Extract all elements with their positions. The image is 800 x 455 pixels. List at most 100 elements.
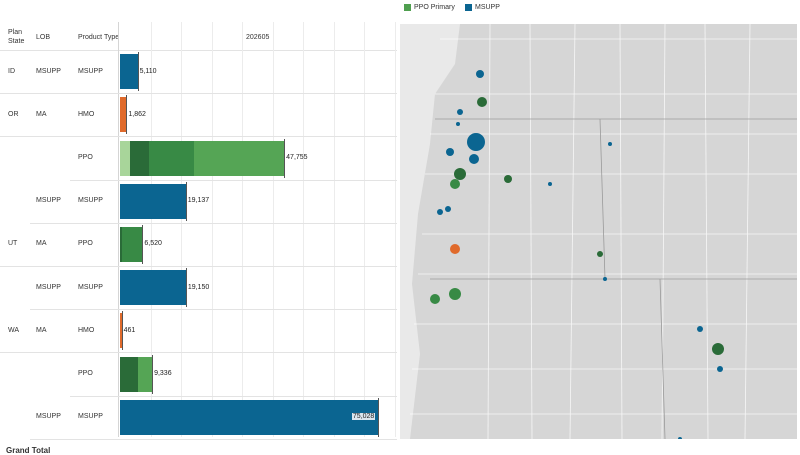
bar-end-tick	[185, 181, 187, 221]
bar-segment[interactable]	[120, 399, 378, 435]
bar-end-tick	[185, 268, 187, 308]
grid-line	[333, 22, 335, 437]
bar-segment[interactable]	[120, 356, 138, 392]
bar-value-label: 6,520	[144, 240, 162, 248]
value-bar[interactable]	[120, 356, 153, 392]
cell-product-type: PPO	[78, 370, 93, 377]
map-legend: PPO Primary MSUPP	[400, 0, 800, 22]
map-point[interactable]	[717, 366, 723, 372]
grid-line	[211, 22, 213, 437]
legend-swatch-msupp	[465, 4, 472, 11]
header-product-type: Product Type	[78, 34, 120, 41]
legend-label-msupp: MSUPP	[475, 4, 500, 11]
bar-segment[interactable]	[122, 226, 143, 262]
grid-line	[150, 22, 152, 437]
row-divider	[0, 266, 397, 267]
cell-product-type: PPO	[78, 154, 93, 161]
bar-segment[interactable]	[120, 97, 127, 133]
bar-end-tick	[377, 397, 379, 437]
map-point[interactable]	[603, 277, 607, 281]
bar-segment[interactable]	[193, 140, 285, 176]
cell-plan-state: OR	[8, 110, 19, 118]
map-point[interactable]	[469, 154, 479, 164]
bar-segment[interactable]	[120, 140, 131, 176]
map-point[interactable]	[697, 326, 703, 332]
map-point[interactable]	[450, 179, 460, 189]
row-divider	[30, 309, 397, 311]
map-point[interactable]	[454, 168, 466, 180]
bar-end-tick	[142, 224, 144, 264]
map-points	[430, 70, 724, 439]
bar-value-label: 461	[123, 326, 136, 334]
row-divider	[0, 93, 397, 95]
map-point[interactable]	[712, 343, 724, 355]
map-point[interactable]	[477, 97, 487, 107]
cell-lob: MA	[36, 326, 47, 334]
value-bar[interactable]	[120, 97, 127, 133]
cell-product-type: MSUPP	[78, 197, 103, 205]
bar-end-tick	[152, 354, 154, 394]
header-plan-state: Plan State	[8, 29, 25, 45]
bar-value-label: 9,336	[154, 370, 172, 377]
cell-lob: MA	[36, 110, 47, 118]
map-point[interactable]	[450, 244, 460, 254]
value-bar[interactable]	[120, 183, 186, 219]
ocean-area	[400, 24, 460, 439]
bar-value-label: 75,028	[351, 413, 376, 421]
map-point[interactable]	[504, 175, 512, 183]
bar-segment[interactable]	[120, 226, 123, 262]
row-divider	[30, 222, 397, 224]
cell-lob: MA	[36, 240, 47, 248]
membership-table: Plan State LOB Product Type 202605 ID MSU…	[0, 0, 397, 455]
cell-lob: MSUPP	[36, 413, 61, 421]
cell-product-type: MSUPP	[78, 67, 103, 75]
region-map[interactable]	[400, 24, 797, 439]
header-lob: LOB	[36, 34, 51, 41]
row-divider	[0, 352, 397, 354]
map-point[interactable]	[548, 182, 552, 186]
value-bar[interactable]	[120, 54, 138, 90]
cell-product-type: MSUPP	[78, 283, 103, 291]
map-point[interactable]	[476, 70, 484, 78]
map-point[interactable]	[608, 142, 612, 146]
map-point[interactable]	[449, 288, 461, 300]
map-point[interactable]	[445, 206, 451, 212]
bar-end-tick	[137, 52, 139, 92]
cell-lob: MSUPP	[36, 197, 61, 205]
value-bar[interactable]	[120, 226, 143, 262]
value-bar[interactable]	[120, 399, 378, 435]
bar-segment[interactable]	[149, 140, 194, 176]
row-divider	[70, 395, 397, 397]
value-bar[interactable]	[120, 140, 285, 176]
map-point[interactable]	[437, 209, 443, 215]
map-point[interactable]	[457, 109, 463, 115]
cell-plan-state: WA	[8, 326, 20, 334]
bar-segment[interactable]	[120, 270, 186, 306]
bar-end-tick	[284, 138, 286, 178]
grid-line	[395, 22, 396, 437]
map-point[interactable]	[430, 294, 440, 304]
cell-product-type: HMO	[78, 110, 95, 118]
map-point[interactable]	[467, 133, 485, 151]
row-divider	[30, 438, 397, 440]
bar-segment[interactable]	[120, 183, 186, 219]
map-point[interactable]	[456, 122, 460, 126]
row-divider	[0, 136, 397, 138]
bar-segment[interactable]	[120, 313, 122, 349]
value-bar[interactable]	[120, 270, 186, 306]
bar-segment[interactable]	[130, 140, 150, 176]
map-point[interactable]	[446, 148, 454, 156]
map-canvas[interactable]	[400, 24, 797, 439]
bar-value-label: 47,755	[286, 154, 308, 161]
value-bar[interactable]	[120, 313, 122, 349]
cell-plan-state: ID	[8, 67, 15, 75]
row-divider	[70, 179, 397, 181]
cell-product-type: PPO	[78, 240, 93, 248]
header-period: 202605	[246, 34, 270, 41]
cell-lob: MSUPP	[36, 67, 61, 75]
map-point[interactable]	[678, 437, 682, 439]
map-point[interactable]	[597, 251, 603, 257]
bar-segment[interactable]	[120, 54, 138, 90]
bar-segment[interactable]	[137, 356, 153, 392]
grid-line	[364, 22, 366, 437]
